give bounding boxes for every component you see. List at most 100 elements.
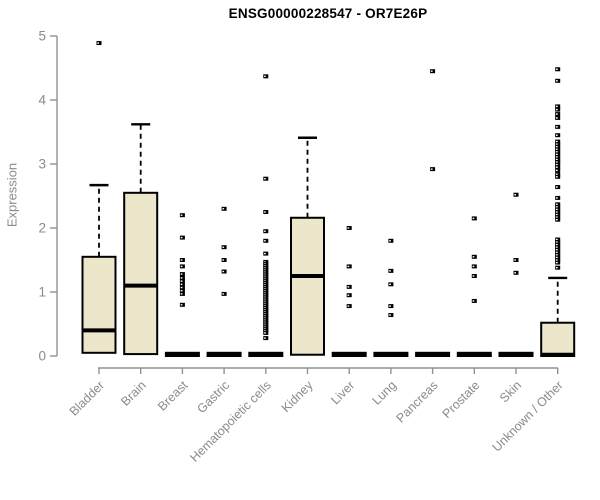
outlier-point-hole	[556, 238, 558, 241]
x-tick-label: Prostate	[440, 378, 483, 421]
outlier-point-hole	[556, 249, 558, 251]
outlier-point-hole	[556, 108, 558, 111]
outlier-point-hole	[556, 158, 558, 161]
outlier-point-hole	[556, 143, 558, 145]
outlier-point-hole	[472, 265, 475, 268]
outlier-point-hole	[556, 218, 558, 221]
outlier-point-hole	[556, 216, 558, 218]
x-tick-label: Liver	[328, 378, 357, 407]
outlier-point-hole	[180, 290, 183, 292]
outlier-point-hole	[556, 208, 558, 211]
outlier-point-hole	[389, 305, 391, 307]
outlier-point-hole	[389, 270, 391, 272]
outlier-point-hole	[556, 186, 558, 188]
outlier-point-hole	[556, 261, 558, 264]
outlier-point-hole	[264, 211, 266, 213]
x-tick-label: Kidney	[279, 378, 316, 415]
outlier-point	[221, 258, 227, 262]
boxplot-liver	[331, 226, 367, 357]
outlier-point-hole	[180, 236, 183, 239]
x-tick-label: Skin	[497, 378, 524, 405]
outlier-point-hole	[556, 80, 558, 82]
boxplot-pancreas	[415, 69, 451, 357]
y-tick-label: 4	[38, 93, 46, 108]
outlier-point-hole	[389, 314, 391, 316]
outlier-point-hole	[472, 256, 475, 258]
outlier-point-hole	[347, 286, 350, 288]
outlier-point-hole	[556, 113, 558, 115]
outlier-point-hole	[180, 265, 183, 268]
outlier-point-hole	[222, 270, 225, 273]
outlier-point-hole	[556, 203, 558, 206]
outlier-point-hole	[556, 153, 558, 156]
outlier-point-hole	[430, 70, 433, 72]
outlier-point-hole	[556, 211, 558, 213]
outlier-point-hole	[180, 277, 183, 279]
outlier-point-hole	[556, 151, 558, 153]
outlier-point-hole	[222, 246, 225, 248]
outlier-point-hole	[556, 134, 558, 136]
outlier-point-hole	[180, 214, 183, 216]
outlier-point-hole	[514, 272, 516, 274]
outlier-point-hole	[264, 178, 266, 180]
outlier-point-hole	[556, 140, 558, 143]
outlier-point-hole	[347, 227, 350, 229]
outlier-point	[221, 291, 227, 296]
y-tick-label: 3	[38, 157, 46, 172]
boxplot-gastric	[206, 206, 242, 357]
outlier-point-hole	[556, 259, 558, 261]
outlier-point-hole	[556, 266, 558, 269]
outlier-point-hole	[430, 168, 433, 170]
boxplot-unknown-other	[540, 67, 576, 357]
outlier-point-hole	[180, 304, 183, 306]
outlier-point-hole	[556, 68, 558, 70]
outlier-point-hole	[556, 117, 558, 119]
outlier-point-hole	[556, 176, 558, 178]
outlier-point-hole	[180, 283, 183, 286]
outlier-point-hole	[556, 169, 558, 172]
outlier-point-hole	[514, 259, 516, 261]
outlier-point-hole	[222, 259, 225, 261]
outlier-point-hole	[389, 283, 391, 286]
outlier-point-hole	[556, 156, 558, 158]
x-tick-label: Lung	[369, 378, 399, 408]
boxplot-hematopoietic-cells	[248, 74, 284, 357]
outlier-point-hole	[472, 300, 475, 302]
outlier-point-hole	[347, 305, 350, 307]
x-tick-label: Unknown / Other	[490, 378, 566, 454]
chart-title: ENSG00000228547 - OR7E26P	[228, 6, 428, 21]
x-tick-label: Brain	[118, 378, 149, 409]
boxplot-brain	[123, 123, 159, 356]
outlier-point-hole	[347, 294, 350, 296]
y-tick-label: 2	[38, 221, 46, 236]
outlier-point-hole	[556, 161, 558, 163]
boxplot-prostate	[456, 216, 492, 357]
boxplot-breast	[164, 213, 200, 357]
x-tick-label: Pancreas	[393, 378, 440, 425]
outlier-point-hole	[556, 256, 558, 259]
boxplot-lung	[373, 238, 409, 357]
boxplot-kidney	[290, 136, 325, 356]
outlier-point-hole	[264, 252, 266, 255]
box	[540, 321, 576, 357]
y-tick-label: 1	[38, 285, 46, 300]
outlier-point-hole	[556, 163, 558, 166]
outlier-point-hole	[556, 206, 558, 208]
outlier-point-hole	[556, 251, 558, 254]
box	[123, 191, 159, 356]
outlier-point-hole	[97, 42, 99, 44]
outlier-point-hole	[472, 275, 475, 277]
outlier-point-hole	[180, 293, 183, 295]
box	[81, 255, 117, 354]
outlier-point-hole	[556, 246, 558, 248]
outlier-point-hole	[222, 293, 225, 295]
outlier-point-hole	[556, 197, 558, 199]
outlier-point-hole	[556, 126, 558, 128]
outlier-point-hole	[556, 105, 558, 108]
outlier-point-hole	[180, 273, 183, 275]
outlier-point-hole	[556, 148, 558, 150]
outlier-point-hole	[556, 146, 558, 148]
outlier-point-hole	[556, 243, 558, 246]
